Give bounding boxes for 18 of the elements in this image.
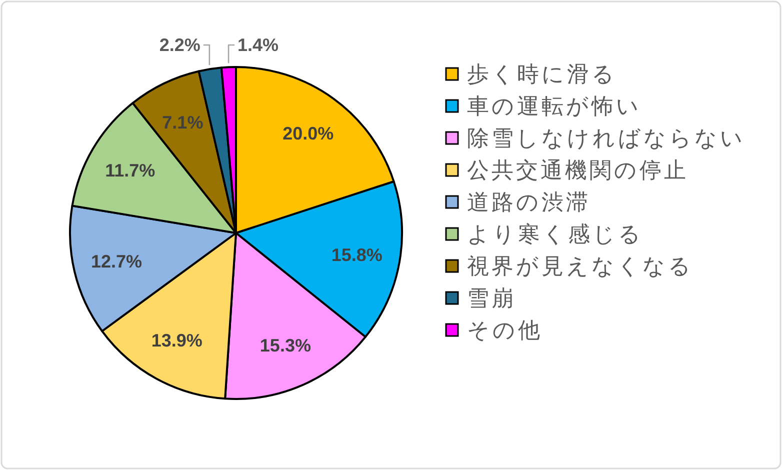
- legend-label: 雪崩: [467, 286, 516, 310]
- data-label: 13.9%: [151, 330, 202, 351]
- data-label: 2.2%: [159, 35, 200, 55]
- legend-label: 除雪しなければならない: [467, 126, 746, 150]
- legend-label: 道路の渋滞: [467, 190, 590, 214]
- data-label: 15.3%: [260, 335, 311, 356]
- legend-label: より寒く感じる: [467, 222, 644, 246]
- legend-label: その他: [467, 318, 542, 342]
- data-label: 7.1%: [162, 112, 204, 132]
- data-label: 15.8%: [331, 245, 382, 266]
- legend-label: 車の運転が怖い: [467, 94, 642, 118]
- data-label: 12.7%: [90, 251, 142, 272]
- data-label: 11.7%: [105, 160, 156, 181]
- legend-label: 公共交通機関の停止: [467, 158, 688, 182]
- legend-label: 視界が見えなくなる: [467, 254, 694, 278]
- legend-label: 歩く時に滑る: [467, 62, 617, 86]
- data-label: 20.0%: [282, 124, 334, 144]
- data-label: 1.4%: [238, 35, 279, 55]
